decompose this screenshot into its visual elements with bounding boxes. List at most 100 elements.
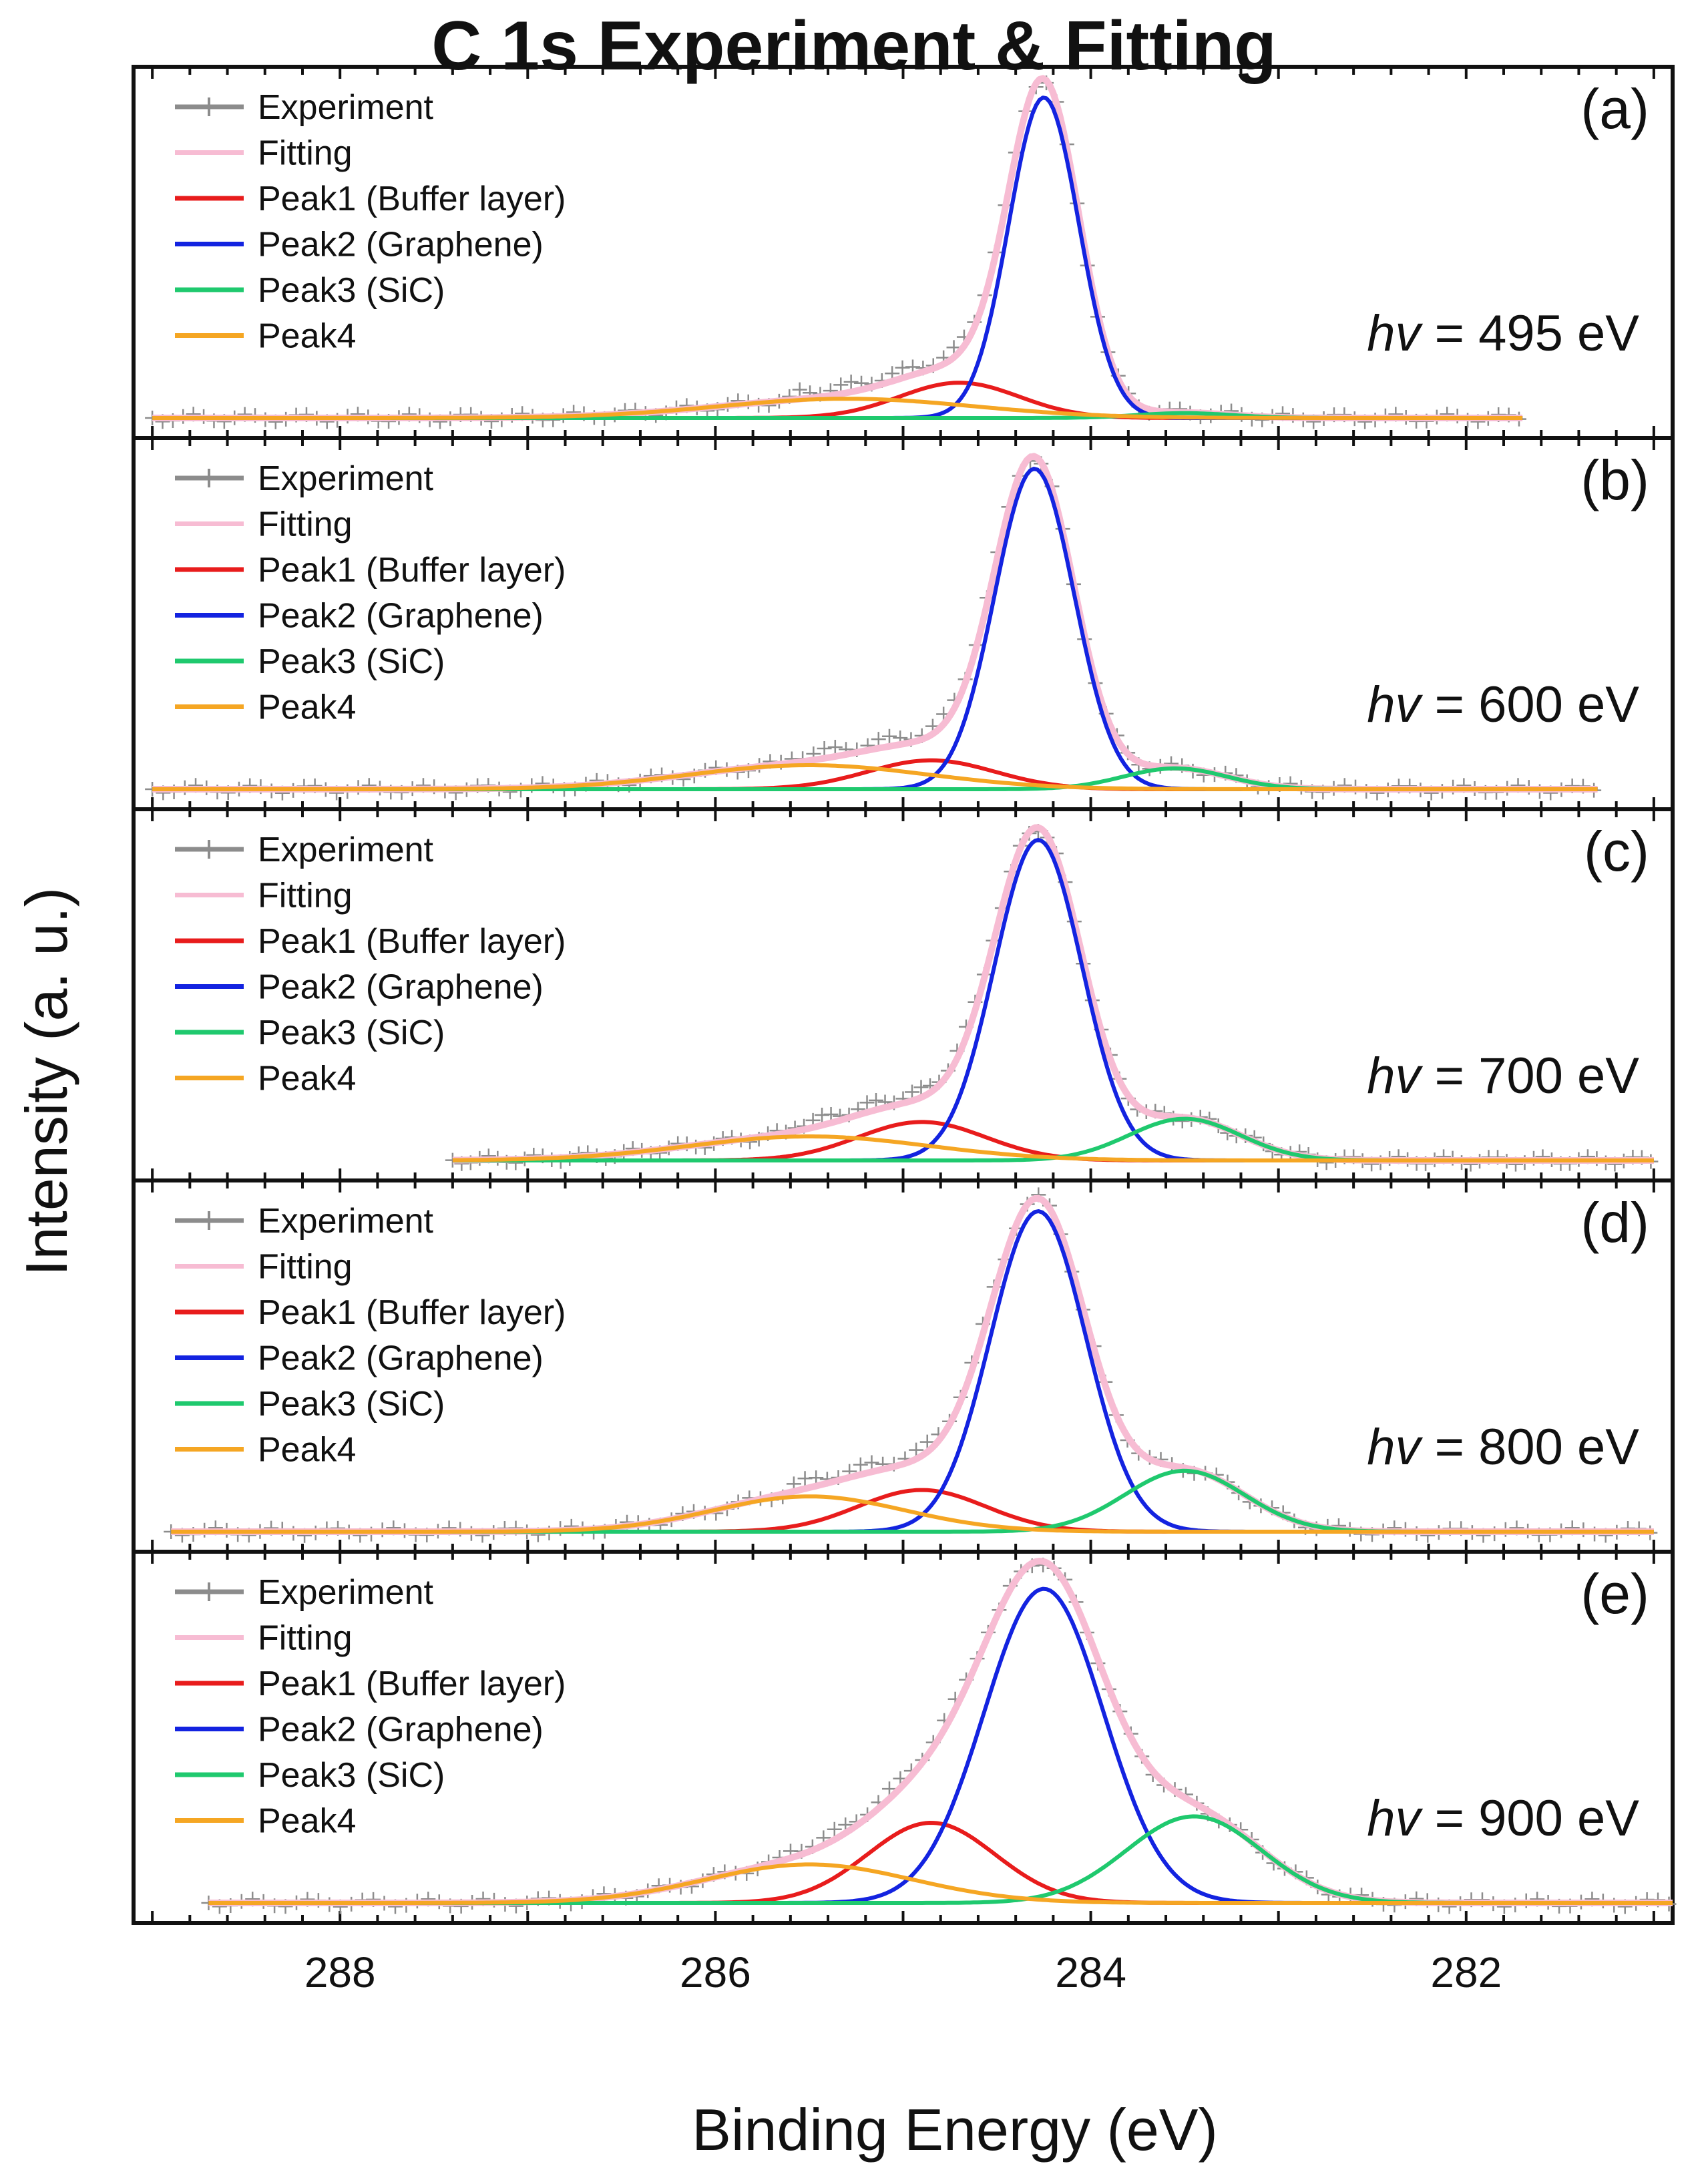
peak4-line <box>152 763 1598 791</box>
experiment-point <box>843 374 859 389</box>
legend-label: Peak4 <box>258 1060 356 1098</box>
photon-energy-label: hv = 800 eV <box>1367 1419 1639 1476</box>
legend: Experiment Fitting Peak1 (Buffer layer) Pea… <box>175 1202 566 1470</box>
x-axis: 288 286 284 282 <box>304 1948 1502 1996</box>
legend-label: Fitting <box>258 1248 353 1287</box>
legend-label: Peak3 (SiC) <box>258 1756 445 1795</box>
legend-label: Peak1 (Buffer layer) <box>258 180 566 218</box>
x-tick-label: 284 <box>1055 1948 1126 1996</box>
legend-label: Peak3 (SiC) <box>258 642 445 681</box>
peak4-line <box>452 1134 1654 1162</box>
panel-letter: (e) <box>1580 1562 1649 1625</box>
legend-label: Peak3 (SiC) <box>258 271 445 310</box>
chart-title: C 1s Experiment & Fitting <box>431 7 1277 85</box>
panel-letter: (a) <box>1580 77 1649 140</box>
y-axis-title: Intensity (a. u.) <box>13 887 79 1276</box>
photon-symbol: hv <box>1367 1790 1434 1847</box>
experiment-point <box>881 728 897 744</box>
legend-label: Peak1 (Buffer layer) <box>258 551 566 590</box>
legend-label: Fitting <box>258 505 353 544</box>
legend-marker <box>200 1582 218 1601</box>
legend-label: Peak2 (Graphene) <box>258 1339 544 1378</box>
experiment-point <box>859 1095 875 1110</box>
legend-label: Experiment <box>258 459 434 498</box>
experiment-point <box>881 1781 897 1797</box>
experiment-point <box>909 1442 924 1458</box>
legend-label: Peak1 (Buffer layer) <box>258 1293 566 1332</box>
panel-d: Experiment Fitting Peak1 (Buffer layer) Pea… <box>132 1178 1675 1554</box>
photon-value: = 900 eV <box>1435 1790 1640 1847</box>
photon-value: = 495 eV <box>1435 305 1640 362</box>
legend-label: Experiment <box>258 1202 434 1241</box>
x-axis-title: Binding Energy (eV) <box>692 2097 1218 2163</box>
legend-label: Peak4 <box>258 688 356 727</box>
panel-letter: (b) <box>1580 449 1649 511</box>
legend-label: Experiment <box>258 88 434 127</box>
legend-label: Peak1 (Buffer layer) <box>258 922 566 961</box>
panel-a: Experiment Fitting Peak1 (Buffer layer) Pea… <box>132 65 1675 440</box>
legend-label: Peak4 <box>258 1431 356 1470</box>
peak2-line <box>452 838 1654 1162</box>
legend-label: Peak3 (SiC) <box>258 1014 445 1052</box>
legend-label: Peak3 (SiC) <box>258 1385 445 1424</box>
photon-symbol: hv <box>1367 305 1434 362</box>
photon-value: = 700 eV <box>1435 1048 1640 1104</box>
legend-label: Peak4 <box>258 1802 356 1841</box>
legend-marker <box>200 469 218 487</box>
legend-label: Fitting <box>258 1619 353 1658</box>
legend: Experiment Fitting Peak1 (Buffer layer) Pea… <box>175 831 566 1098</box>
legend-marker <box>200 1211 218 1230</box>
panel-e: Experiment Fitting Peak1 (Buffer layer) Pea… <box>132 1550 1677 1925</box>
x-tick-label: 286 <box>680 1948 751 1996</box>
photon-value: = 800 eV <box>1435 1419 1640 1476</box>
experiment-point <box>827 739 843 754</box>
legend-label: Experiment <box>258 1573 434 1612</box>
experiment-series <box>445 824 1659 1172</box>
photon-symbol: hv <box>1367 1048 1434 1104</box>
panel-c: Experiment Fitting Peak1 (Buffer layer) Pea… <box>132 807 1675 1182</box>
experiment-point <box>823 1106 839 1122</box>
experiment-point <box>946 340 962 355</box>
legend-label: Peak2 (Graphene) <box>258 1711 544 1749</box>
legend: Experiment Fitting Peak1 (Buffer layer) Pea… <box>175 459 566 727</box>
fitting-line <box>452 824 1655 1164</box>
legend-label: Peak2 (Graphene) <box>258 968 544 1007</box>
panel-letter: (d) <box>1580 1191 1649 1254</box>
legend-marker <box>200 840 218 859</box>
legend-marker <box>200 97 218 116</box>
experiment-point <box>827 1821 842 1837</box>
panels-group: Experiment Fitting Peak1 (Buffer layer) Pea… <box>132 65 1677 1925</box>
legend-label: Peak4 <box>258 317 356 356</box>
photon-value: = 600 eV <box>1435 676 1640 733</box>
panel-b: Experiment Fitting Peak1 (Buffer layer) Pea… <box>132 436 1675 811</box>
photon-symbol: hv <box>1367 1419 1434 1476</box>
x-tick-label: 288 <box>304 1948 376 1996</box>
legend-label: Fitting <box>258 877 353 915</box>
experiment-point <box>792 382 807 397</box>
legend-label: Experiment <box>258 831 434 869</box>
legend-label: Peak2 (Graphene) <box>258 226 544 264</box>
experiment-point <box>864 1455 879 1470</box>
photon-energy-label: hv = 600 eV <box>1367 676 1639 733</box>
x-tick-label: 282 <box>1430 1948 1502 1996</box>
legend: Experiment Fitting Peak1 (Buffer layer) Pea… <box>175 1573 566 1841</box>
experiment-point <box>913 1080 929 1095</box>
photon-energy-label: hv = 495 eV <box>1367 305 1639 362</box>
legend-label: Peak1 (Buffer layer) <box>258 1665 566 1703</box>
peak4-line <box>152 397 1523 420</box>
experiment-point <box>833 377 849 393</box>
panel-letter: (c) <box>1584 820 1649 883</box>
legend-label: Peak2 (Graphene) <box>258 597 544 636</box>
photon-energy-label: hv = 700 eV <box>1367 1048 1639 1104</box>
experiment-line <box>452 826 1654 1162</box>
photon-symbol: hv <box>1367 676 1434 733</box>
photon-energy-label: hv = 900 eV <box>1367 1790 1639 1847</box>
experiment-point <box>869 1092 884 1108</box>
experiment-point <box>871 732 886 747</box>
peak4-line <box>171 1494 1654 1534</box>
experiment-point <box>853 1457 868 1472</box>
legend: Experiment Fitting Peak1 (Buffer layer) Pea… <box>175 88 566 356</box>
peak4-line <box>208 1862 1673 1905</box>
experiment-point <box>817 740 832 756</box>
